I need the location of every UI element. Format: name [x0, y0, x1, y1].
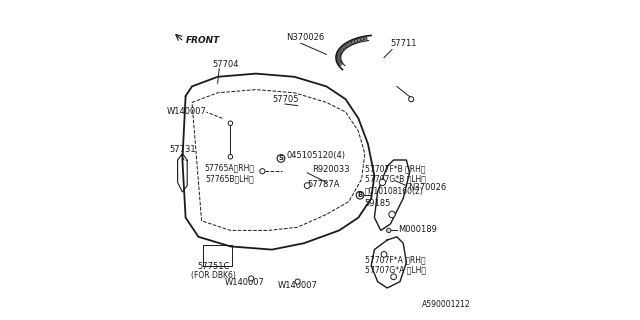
Circle shape [349, 42, 352, 45]
Text: FRONT: FRONT [186, 36, 220, 44]
Text: N370026: N370026 [287, 33, 324, 42]
Text: M000189: M000189 [398, 225, 437, 234]
Circle shape [351, 41, 355, 44]
Text: 57731: 57731 [169, 145, 196, 154]
Circle shape [337, 53, 340, 56]
Text: W140007: W140007 [278, 281, 317, 290]
Circle shape [357, 38, 360, 42]
Text: 57707F*A 〈RH〉: 57707F*A 〈RH〉 [365, 255, 426, 264]
Circle shape [379, 179, 385, 186]
Text: S: S [278, 156, 284, 161]
Text: 57705: 57705 [272, 95, 298, 104]
Circle shape [228, 121, 233, 125]
Text: R920033: R920033 [312, 165, 349, 174]
Circle shape [364, 37, 367, 40]
Circle shape [346, 43, 349, 46]
Text: 57707G*B 〈LH〉: 57707G*B 〈LH〉 [365, 175, 426, 184]
Text: 57707F*B 〈RH〉: 57707F*B 〈RH〉 [365, 164, 426, 173]
Circle shape [356, 191, 364, 199]
Circle shape [228, 155, 233, 159]
Text: W140007: W140007 [225, 278, 265, 287]
Text: N370026: N370026 [408, 183, 446, 192]
Text: 57704: 57704 [212, 60, 239, 69]
Circle shape [409, 97, 414, 102]
Text: 57765B〈LH〉: 57765B〈LH〉 [205, 175, 254, 184]
Circle shape [387, 228, 391, 233]
Circle shape [305, 183, 310, 188]
Circle shape [354, 39, 357, 43]
Circle shape [277, 155, 285, 162]
Text: W140007: W140007 [166, 107, 206, 116]
Circle shape [344, 44, 347, 48]
Circle shape [340, 48, 344, 51]
Circle shape [295, 279, 300, 284]
Circle shape [339, 50, 342, 53]
Text: 57751C: 57751C [198, 262, 230, 271]
Text: B: B [357, 192, 363, 198]
Circle shape [390, 274, 397, 280]
Text: A590001212: A590001212 [422, 300, 470, 309]
Circle shape [260, 169, 265, 174]
Circle shape [339, 62, 342, 65]
Circle shape [337, 55, 340, 58]
Circle shape [342, 46, 345, 49]
Circle shape [389, 211, 396, 218]
Text: 045105120(4): 045105120(4) [287, 151, 346, 160]
Text: 57787A: 57787A [307, 180, 340, 189]
Text: 57765A〈RH〉: 57765A〈RH〉 [204, 163, 254, 172]
Circle shape [338, 60, 341, 64]
Circle shape [248, 276, 253, 281]
Circle shape [338, 51, 341, 54]
Text: 57707G*A 〈LH〉: 57707G*A 〈LH〉 [365, 266, 426, 275]
Text: 59185: 59185 [365, 199, 391, 208]
Text: (FOR DBK6): (FOR DBK6) [191, 271, 236, 280]
Text: 57711: 57711 [390, 39, 417, 48]
Circle shape [360, 38, 364, 41]
Circle shape [337, 59, 340, 62]
Circle shape [381, 252, 387, 257]
Text: Ⓑ010108160(2): Ⓑ010108160(2) [365, 187, 424, 196]
Circle shape [337, 57, 340, 60]
